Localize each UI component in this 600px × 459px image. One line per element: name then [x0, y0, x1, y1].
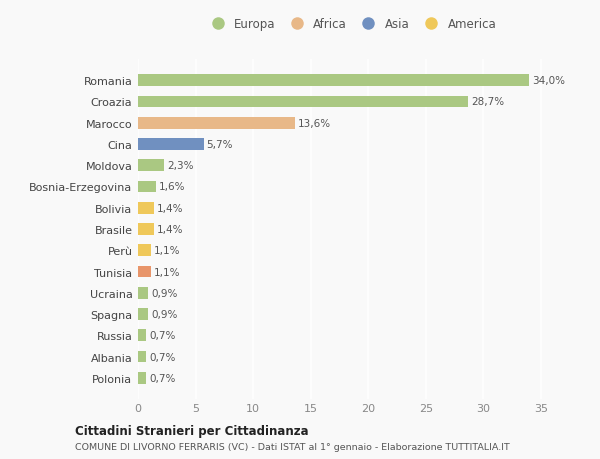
Text: 1,4%: 1,4% [157, 203, 184, 213]
Legend: Europa, Africa, Asia, America: Europa, Africa, Asia, America [206, 18, 496, 31]
Text: Cittadini Stranieri per Cittadinanza: Cittadini Stranieri per Cittadinanza [75, 424, 308, 437]
Text: 0,9%: 0,9% [151, 309, 178, 319]
Bar [138, 330, 146, 341]
Bar [138, 372, 146, 384]
Text: 0,7%: 0,7% [149, 352, 175, 362]
Text: 1,6%: 1,6% [160, 182, 186, 192]
Bar [138, 224, 154, 235]
Bar [138, 160, 164, 172]
Bar [138, 118, 295, 129]
Bar [138, 139, 203, 151]
Text: 0,9%: 0,9% [151, 288, 178, 298]
Bar [138, 351, 146, 363]
Text: 34,0%: 34,0% [532, 76, 565, 86]
Bar [138, 181, 157, 193]
Text: 0,7%: 0,7% [149, 373, 175, 383]
Text: 28,7%: 28,7% [472, 97, 505, 107]
Bar [138, 96, 469, 108]
Text: 0,7%: 0,7% [149, 330, 175, 341]
Bar [138, 266, 151, 278]
Bar [138, 308, 148, 320]
Text: 1,1%: 1,1% [154, 246, 180, 256]
Text: 13,6%: 13,6% [298, 118, 331, 129]
Bar [138, 287, 148, 299]
Text: 2,3%: 2,3% [167, 161, 194, 171]
Text: 5,7%: 5,7% [206, 140, 233, 150]
Bar [138, 202, 154, 214]
Text: COMUNE DI LIVORNO FERRARIS (VC) - Dati ISTAT al 1° gennaio - Elaborazione TUTTIT: COMUNE DI LIVORNO FERRARIS (VC) - Dati I… [75, 442, 510, 451]
Bar [138, 245, 151, 257]
Text: 1,4%: 1,4% [157, 224, 184, 235]
Bar [138, 75, 529, 87]
Text: 1,1%: 1,1% [154, 267, 180, 277]
